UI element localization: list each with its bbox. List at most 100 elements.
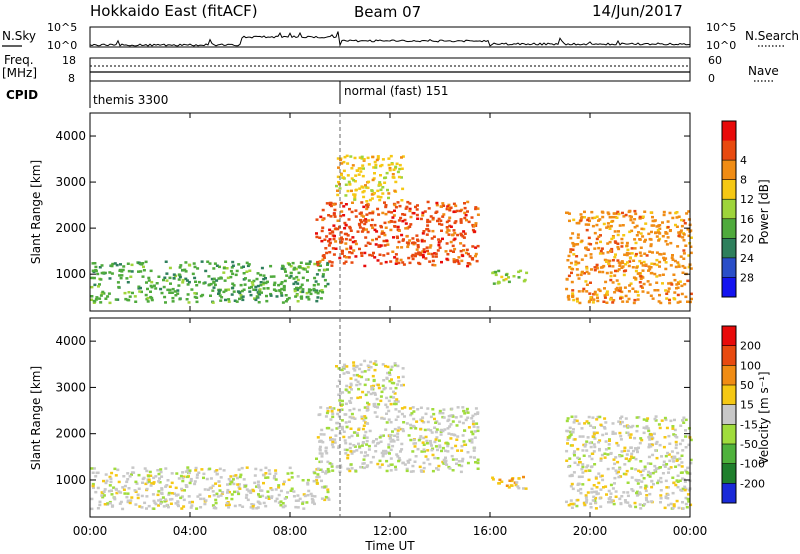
echo-cell bbox=[238, 475, 242, 479]
echo-cell bbox=[331, 469, 335, 472]
echo-cell bbox=[330, 407, 334, 410]
echo-cell bbox=[255, 485, 258, 488]
echo-cell bbox=[624, 213, 628, 217]
echo-cell bbox=[249, 491, 253, 494]
echo-cell bbox=[635, 266, 639, 269]
echo-cell bbox=[591, 499, 595, 502]
echo-cell bbox=[320, 479, 323, 483]
echo-cell bbox=[390, 365, 394, 369]
echo-cell bbox=[314, 290, 318, 294]
echo-cell bbox=[592, 484, 596, 487]
echo-cell bbox=[142, 269, 146, 272]
echo-cell bbox=[364, 236, 368, 239]
echo-cell bbox=[208, 467, 212, 471]
echo-cell bbox=[259, 489, 262, 492]
echo-cell bbox=[168, 276, 172, 280]
echo-cell bbox=[638, 259, 642, 263]
echo-cell bbox=[603, 452, 607, 455]
echo-cell bbox=[601, 270, 605, 274]
echo-cell bbox=[668, 442, 672, 445]
echo-cell bbox=[184, 484, 188, 487]
echo-cell bbox=[289, 275, 293, 278]
echo-cell bbox=[681, 271, 685, 274]
echo-cell bbox=[593, 463, 597, 466]
echo-cell bbox=[632, 259, 636, 262]
echo-cell bbox=[581, 463, 585, 466]
echo-cell bbox=[599, 459, 603, 462]
echo-cell bbox=[395, 259, 399, 263]
echo-cell bbox=[437, 243, 441, 247]
echo-cell bbox=[323, 278, 327, 282]
echo-cell bbox=[381, 384, 385, 388]
echo-cell bbox=[326, 488, 330, 491]
echo-cell bbox=[173, 492, 177, 495]
echo-cell bbox=[679, 229, 683, 232]
echo-cell bbox=[658, 426, 662, 430]
echo-cell bbox=[126, 281, 130, 284]
echo-cell bbox=[447, 414, 451, 418]
echo-cell bbox=[260, 291, 263, 294]
echo-cell bbox=[412, 410, 416, 413]
echo-cell bbox=[395, 162, 399, 165]
echo-cell bbox=[299, 290, 303, 294]
echo-cell bbox=[566, 438, 570, 441]
echo-cell bbox=[340, 238, 344, 241]
echo-cell bbox=[463, 202, 466, 205]
echo-cell bbox=[604, 421, 608, 424]
echo-cell bbox=[689, 251, 693, 255]
echo-cell bbox=[471, 414, 475, 418]
echo-cell bbox=[391, 430, 394, 433]
echo-cell bbox=[211, 301, 215, 304]
echo-cell bbox=[678, 300, 682, 303]
echo-cell bbox=[104, 473, 108, 476]
echo-cell bbox=[471, 432, 475, 436]
echo-cell bbox=[598, 447, 601, 451]
echo-cell bbox=[365, 443, 369, 446]
echo-cell bbox=[609, 496, 612, 499]
echo-cell bbox=[422, 466, 426, 470]
echo-cell bbox=[150, 298, 154, 302]
echo-cell bbox=[137, 487, 141, 490]
echo-cell bbox=[119, 491, 123, 494]
echo-cell bbox=[344, 203, 348, 206]
echo-cell bbox=[572, 218, 576, 222]
echo-cell bbox=[182, 498, 186, 502]
echo-cell bbox=[673, 418, 676, 422]
echo-cell bbox=[140, 506, 144, 509]
echo-cell bbox=[416, 239, 420, 243]
echo-cell bbox=[126, 472, 130, 475]
echo-cell bbox=[362, 424, 366, 427]
echo-cell bbox=[281, 502, 285, 505]
echo-cell bbox=[566, 417, 570, 420]
echo-cell bbox=[114, 474, 118, 477]
echo-cell bbox=[658, 274, 662, 277]
echo-cell bbox=[592, 490, 596, 494]
echo-cell bbox=[459, 232, 463, 236]
echo-cell bbox=[573, 461, 577, 464]
echo-cell bbox=[319, 215, 323, 219]
echo-cell bbox=[411, 450, 415, 453]
echo-cell bbox=[387, 157, 391, 160]
echo-cell bbox=[228, 482, 232, 486]
echo-cell bbox=[387, 443, 391, 446]
echo-cell bbox=[180, 507, 184, 510]
echo-cell bbox=[376, 259, 380, 262]
echo-cell bbox=[214, 501, 218, 505]
echo-cell bbox=[589, 256, 593, 259]
echo-cell bbox=[588, 441, 592, 445]
echo-cell bbox=[147, 279, 151, 282]
echo-cell bbox=[387, 446, 391, 449]
echo-cell bbox=[461, 406, 465, 409]
echo-cell bbox=[198, 493, 202, 496]
echo-cell bbox=[474, 206, 478, 209]
echo-cell bbox=[145, 469, 149, 473]
echo-cell bbox=[465, 407, 469, 411]
echo-region bbox=[491, 475, 528, 490]
echo-cell bbox=[416, 244, 420, 247]
echo-cell bbox=[323, 485, 327, 488]
echo-cell bbox=[379, 183, 383, 186]
echo-cell bbox=[646, 417, 650, 420]
colorbar-swatch bbox=[722, 404, 736, 425]
colorbar-swatch bbox=[722, 179, 736, 200]
echo-cell bbox=[338, 256, 342, 260]
